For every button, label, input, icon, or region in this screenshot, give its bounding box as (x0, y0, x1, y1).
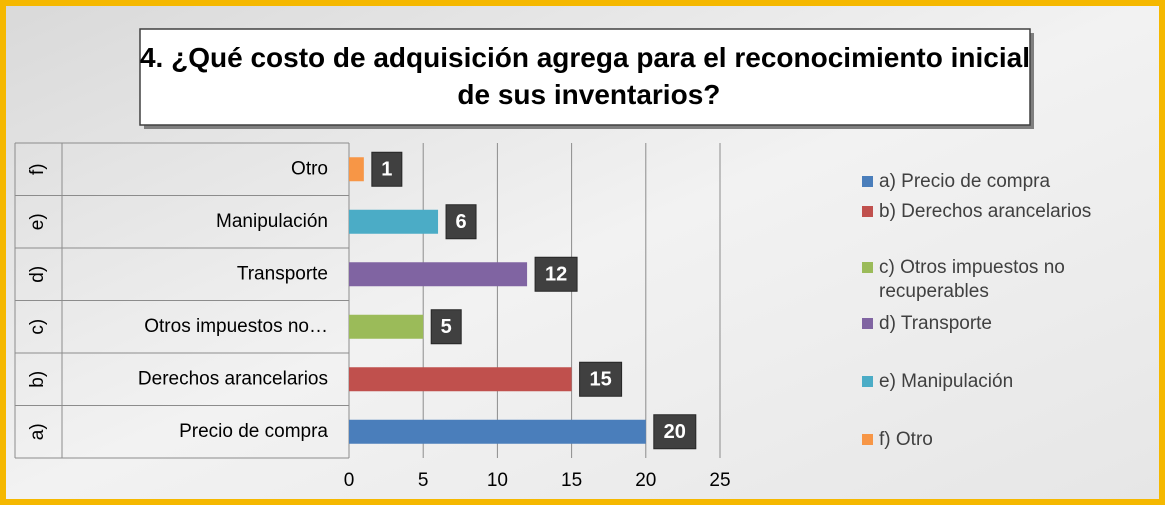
x-tick-label: 10 (487, 470, 508, 491)
group-label: b) (27, 371, 48, 388)
category-label: Manipulación (216, 211, 328, 232)
value-label: 1 (381, 159, 392, 181)
legend-label: b) Derechos arancelarios (879, 201, 1092, 222)
group-label: d) (27, 266, 48, 283)
legend-swatch (862, 376, 873, 387)
legend-label: e) Manipulación (879, 371, 1014, 392)
bar (349, 157, 364, 182)
value-label-box (371, 151, 403, 187)
value-label-box (534, 256, 578, 292)
chart-title: 4. ¿Qué costo de adquisición agrega para… (140, 42, 1030, 110)
value-label: 6 (455, 211, 466, 233)
x-tick-label: 25 (709, 470, 730, 491)
bar (349, 314, 424, 339)
category-label: Otro (291, 158, 328, 179)
legend-label: a) Precio de compra (879, 171, 1051, 192)
x-tick-label: 5 (418, 470, 429, 491)
legend-label: f) Otro (879, 429, 933, 450)
value-label: 5 (441, 316, 452, 338)
legend-item: d) Transporte (862, 312, 1152, 336)
legend-item: e) Manipulación (862, 370, 1152, 394)
legend-swatch (862, 434, 873, 445)
value-label: 12 (545, 264, 567, 286)
category-label: Derechos arancelarios (138, 368, 328, 389)
legend-item: f) Otro (862, 428, 1152, 452)
value-label: 15 (589, 369, 611, 391)
group-label: c) (27, 319, 48, 335)
value-label-box (430, 309, 462, 345)
bar (349, 209, 439, 234)
legend-item: c) Otros impuestos no recuperables (862, 256, 1152, 304)
group-label: f) (27, 163, 48, 175)
group-label: a) (27, 423, 48, 440)
group-label: e) (27, 213, 48, 230)
legend-swatch (862, 176, 873, 187)
x-tick-label: 15 (561, 470, 582, 491)
x-tick-label: 0 (344, 470, 355, 491)
category-label: Otros impuestos no… (144, 316, 328, 337)
legend-swatch (862, 262, 873, 273)
value-label-box (579, 361, 623, 397)
bar (349, 419, 646, 444)
value-label: 20 (664, 421, 686, 443)
bar (349, 367, 572, 392)
value-label-box (653, 414, 697, 450)
x-tick-label: 20 (635, 470, 656, 491)
bar (349, 262, 528, 287)
legend-item: a) Precio de compra (862, 170, 1152, 194)
value-label-box (445, 204, 477, 240)
legend-label: c) Otros impuestos no recuperables (879, 257, 1065, 302)
legend-label: d) Transporte (879, 313, 992, 334)
legend-swatch (862, 206, 873, 217)
legend-item: b) Derechos arancelarios (862, 200, 1152, 224)
category-label: Precio de compra (179, 421, 328, 442)
category-label: Transporte (237, 263, 328, 284)
title-box (139, 28, 1031, 126)
legend-swatch (862, 318, 873, 329)
